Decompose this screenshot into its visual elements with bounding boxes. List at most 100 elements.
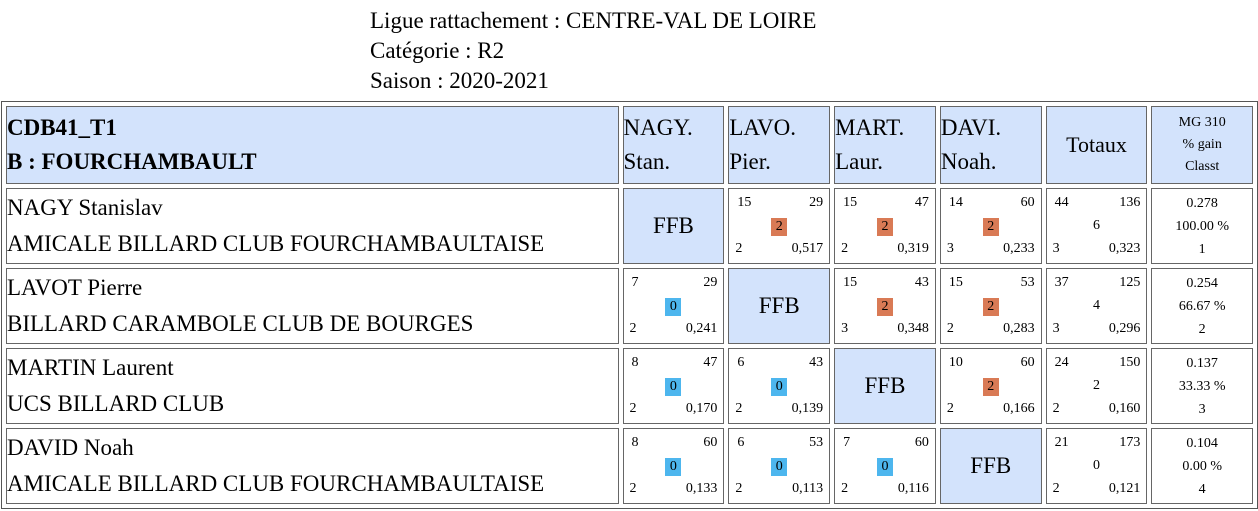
player-cell: DAVID Noah AMICALE BILLARD CLUB FOURCHAMB… — [6, 428, 619, 504]
match-cell-lavot: 6 43 0 2 0,139 — [728, 348, 831, 424]
match-average: 0,241 — [685, 321, 718, 336]
total-best-series: 2 — [1052, 481, 1060, 496]
total-innings: 173 — [1119, 435, 1141, 450]
match-average: 0,166 — [1003, 401, 1035, 416]
match-points: 7 — [631, 275, 639, 290]
match-result-badge: 2 — [771, 218, 788, 236]
match-points: 8 — [631, 435, 639, 450]
match-best-series: 2 — [629, 401, 637, 416]
match-result-badge: 0 — [665, 298, 682, 316]
totals-cell: 24 150 2 2 0,160 — [1045, 348, 1148, 424]
player-cell: NAGY Stanislav AMICALE BILLARD CLUB FOURC… — [6, 188, 619, 264]
total-average: 0,296 — [1108, 321, 1141, 336]
column-header-line2: Noah. — [940, 149, 997, 174]
mg-cell: 0.104 0.00 % 4 — [1151, 428, 1253, 504]
total-best-series: 3 — [1052, 241, 1060, 256]
match-best-series: 2 — [735, 401, 743, 416]
match-result-badge: 0 — [876, 458, 893, 476]
match-innings: 47 — [914, 195, 929, 210]
win-percentage: 33.33 % — [1178, 378, 1226, 394]
mg-header-line3: Classt — [1185, 159, 1220, 174]
total-best-series: 2 — [1052, 401, 1060, 416]
league-info: Ligue rattachement : CENTRE-VAL DE LOIRE… — [370, 6, 816, 96]
match-points: 10 — [948, 355, 963, 370]
column-header-line2: Pier. — [729, 149, 771, 174]
win-percentage: 66.67 % — [1178, 298, 1226, 314]
match-best-series: 2 — [841, 481, 849, 496]
match-result-badge: 2 — [876, 218, 893, 236]
team-header: CDB41_T1 B : FOURCHAMBAULT — [6, 106, 619, 184]
match-innings: 43 — [914, 275, 929, 290]
match-innings: 53 — [1020, 275, 1035, 290]
match-best-series: 2 — [946, 401, 954, 416]
player-row: NAGY Stanislav AMICALE BILLARD CLUB FOURC… — [6, 188, 1253, 264]
player-row: LAVOT Pierre BILLARD CARAMBOLE CLUB DE BO… — [6, 268, 1253, 344]
match-result-badge: 0 — [771, 458, 788, 476]
mg-average: 0.104 — [1186, 435, 1218, 451]
match-innings: 60 — [1020, 355, 1035, 370]
column-header-line2: Stan. — [623, 149, 671, 174]
match-result-badge: 0 — [665, 378, 682, 396]
ffb-cell: FFB — [939, 428, 1042, 504]
ffb-cell: FFB — [622, 188, 725, 264]
column-header-line1: LAVO. — [729, 115, 796, 140]
totals-cell: 21 173 0 2 0,121 — [1045, 428, 1148, 504]
win-percentage: 100.00 % — [1175, 218, 1230, 234]
player-row: MARTIN Laurent UCS BILLARD CLUB 8 47 0 2 0,170… — [6, 348, 1253, 424]
match-best-series: 2 — [735, 241, 743, 256]
match-result-badge: 2 — [982, 218, 999, 236]
player-cell: LAVOT Pierre BILLARD CARAMBOLE CLUB DE BO… — [6, 268, 619, 344]
match-points: 15 — [843, 275, 858, 290]
match-cell-martin: 15 47 2 2 0,319 — [834, 188, 936, 264]
totals-header: Totaux — [1045, 106, 1148, 184]
match-best-series: 3 — [946, 241, 954, 256]
player-name: LAVOT Pierre — [7, 275, 143, 300]
total-innings: 150 — [1119, 355, 1141, 370]
ranking: 1 — [1198, 241, 1206, 257]
match-points: 6 — [737, 435, 745, 450]
league-line: Ligue rattachement : CENTRE-VAL DE LOIRE — [370, 8, 817, 33]
match-cell-david: 14 60 2 3 0,233 — [939, 188, 1042, 264]
column-header-david: DAVI. Noah. — [939, 106, 1042, 184]
total-best-series: 3 — [1052, 321, 1060, 336]
match-average: 0,283 — [1003, 321, 1035, 336]
match-cell-nagy: 8 47 0 2 0,170 — [622, 348, 725, 424]
category-line: Catégorie : R2 — [370, 38, 505, 63]
match-best-series: 3 — [841, 321, 849, 336]
total-match-points: 2 — [1092, 378, 1100, 393]
team-name: B : FOURCHAMBAULT — [7, 149, 257, 174]
win-percentage: 0.00 % — [1182, 458, 1223, 474]
ranking: 3 — [1198, 401, 1206, 417]
ranking: 2 — [1198, 321, 1206, 337]
match-innings: 29 — [703, 275, 718, 290]
total-average: 0,121 — [1108, 481, 1141, 496]
match-points: 14 — [948, 195, 963, 210]
match-cell-nagy: 7 29 0 2 0,241 — [622, 268, 725, 344]
player-club: AMICALE BILLARD CLUB FOURCHAMBAULTAISE — [7, 231, 545, 256]
column-header-nagy: NAGY. Stan. — [622, 106, 725, 184]
match-cell-martin: 7 60 0 2 0,116 — [834, 428, 936, 504]
match-average: 0,139 — [791, 401, 824, 416]
match-average: 0,517 — [791, 241, 824, 256]
column-header-line1: MART. — [835, 115, 905, 140]
mg-header-line1: MG 310 — [1178, 115, 1226, 130]
match-cell-lavot: 15 29 2 2 0,517 — [728, 188, 831, 264]
mg-average: 0.137 — [1186, 355, 1218, 371]
totals-cell: 37 125 4 3 0,296 — [1045, 268, 1148, 344]
match-points: 15 — [843, 195, 858, 210]
total-average: 0,323 — [1108, 241, 1141, 256]
mg-average: 0.254 — [1186, 275, 1218, 291]
player-row: DAVID Noah AMICALE BILLARD CLUB FOURCHAMB… — [6, 428, 1253, 504]
match-cell-david: 10 60 2 2 0,166 — [939, 348, 1042, 424]
match-result-badge: 2 — [876, 298, 893, 316]
mg-header: MG 310 % gain Classt — [1151, 106, 1253, 184]
match-innings: 60 — [1020, 195, 1035, 210]
match-average: 0,113 — [792, 481, 824, 496]
column-header-line2: Laur. — [835, 149, 883, 174]
match-innings: 43 — [809, 355, 824, 370]
column-header-lavot: LAVO. Pier. — [728, 106, 831, 184]
player-name: DAVID Noah — [7, 435, 134, 460]
mg-cell: 0.254 66.67 % 2 — [1151, 268, 1253, 344]
match-cell-lavot: 6 53 0 2 0,113 — [728, 428, 831, 504]
match-result-badge: 0 — [665, 458, 682, 476]
